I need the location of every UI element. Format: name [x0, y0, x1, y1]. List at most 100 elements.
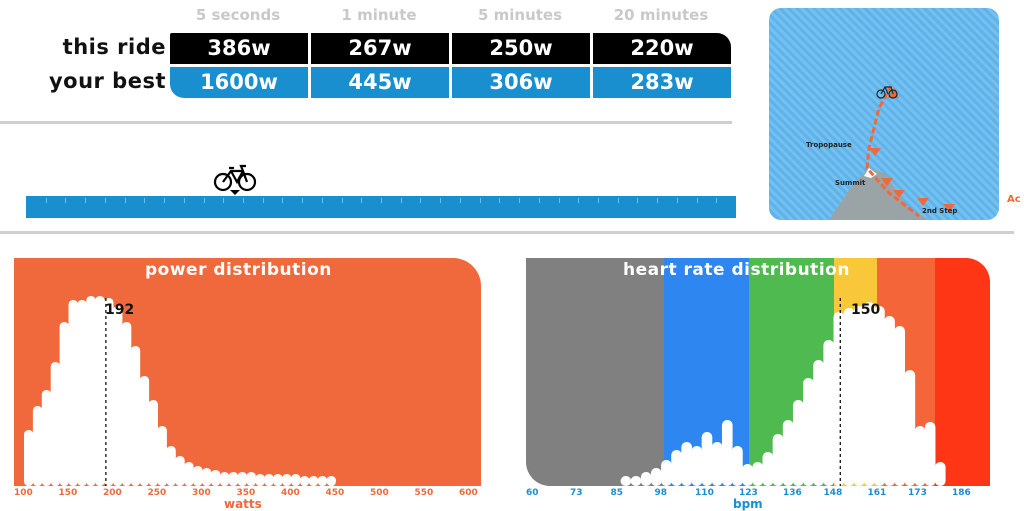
power-bar [291, 474, 301, 486]
hr-x-tick: 60 [526, 488, 539, 498]
power-bar [264, 474, 274, 486]
progress-tick [282, 198, 284, 203]
map-label-2nd-step: 2nd Step [922, 207, 958, 215]
power-bar [210, 470, 221, 486]
power-x-tick: 400 [281, 488, 300, 498]
hr-bar [894, 326, 906, 486]
heart-rate-distribution-title: heart rate distribution [623, 260, 850, 280]
power-bar [32, 406, 43, 486]
power-bar [157, 426, 167, 486]
map-label-summit: Summit [835, 179, 866, 187]
power-distribution-title: power distribution [145, 260, 332, 280]
progress-tick [183, 198, 185, 203]
hr-x-axis-label: bpm [733, 497, 763, 511]
this-ride-20m: 220w [593, 33, 731, 64]
hr-bar [884, 316, 895, 486]
hr-bar [762, 452, 774, 486]
your-best-1m: 445w [311, 67, 449, 98]
hr-bar [620, 476, 632, 486]
progress-tick [479, 198, 481, 203]
power-x-tick: 600 [459, 488, 478, 498]
power-bar [113, 306, 123, 486]
progress-tick [459, 198, 461, 203]
power-bar [282, 474, 292, 486]
progress-tick [519, 198, 521, 203]
hr-bar [924, 422, 936, 486]
hr-bar [742, 464, 753, 486]
progress-tick [262, 198, 264, 203]
progress-tick [558, 198, 560, 203]
hr-bar [914, 426, 926, 486]
this-ride-label: this ride [62, 35, 166, 59]
power-bar [121, 322, 132, 486]
duration-20m: 20 minutes [613, 6, 709, 24]
power-bar [246, 472, 256, 486]
power-marker-value: 192 [105, 302, 135, 318]
divider [0, 121, 732, 124]
progress-tick [65, 198, 67, 203]
hr-bar [732, 446, 743, 486]
progress-tick [45, 198, 47, 203]
power-x-tick: 500 [370, 488, 389, 498]
progress-tick [164, 198, 166, 203]
hr-bar [691, 446, 703, 486]
duration-1m: 1 minute [341, 6, 417, 24]
ride-progress-bar [26, 196, 736, 218]
power-bar [308, 476, 319, 486]
progress-tick [203, 198, 205, 203]
hr-bar [843, 308, 855, 486]
hr-x-tick: 186 [952, 488, 971, 498]
progress-tick [578, 198, 580, 203]
power-bar [166, 446, 176, 486]
your-best-label: your best [48, 69, 166, 93]
hr-x-tick: 161 [867, 488, 887, 498]
progress-tick [716, 198, 718, 203]
power-x-tick: 450 [325, 488, 345, 498]
power-bar [68, 300, 78, 486]
divider [0, 231, 1014, 234]
progress-tick [617, 198, 619, 203]
progress-tick [321, 198, 323, 203]
hr-bar [772, 434, 784, 486]
hr-bar [792, 400, 804, 486]
hr-x-tick: 110 [695, 488, 714, 498]
progress-tick [85, 198, 87, 203]
hr-bar [752, 462, 764, 486]
progress-tick [440, 198, 442, 203]
hr-bar [681, 442, 693, 486]
this-ride-5m: 250w [452, 33, 590, 64]
power-bar [24, 430, 34, 486]
hr-bar [904, 370, 916, 486]
power-bar [228, 472, 239, 486]
hr-bar [661, 460, 672, 486]
hr-marker-value: 150 [851, 302, 881, 318]
this-ride-1m: 267w [311, 33, 449, 64]
power-bar [130, 346, 141, 486]
hr-bar [863, 302, 875, 486]
power-x-axis-label: watts [224, 497, 262, 511]
power-x-tick: 350 [236, 488, 256, 498]
power-bar [326, 476, 336, 486]
power-x-tick: 300 [192, 488, 211, 498]
duration-5s: 5 seconds [195, 6, 281, 24]
progress-tick [420, 198, 422, 203]
bicycle-icon [213, 163, 257, 195]
progress-tick [242, 198, 244, 203]
hr-bar [640, 472, 652, 486]
progress-tick [302, 198, 304, 203]
power-x-tick: 150 [58, 488, 78, 498]
progress-tick [499, 198, 501, 203]
hr-x-tick: 85 [610, 488, 624, 498]
power-bar [255, 474, 265, 486]
map-label-tropopause: Tropopause [806, 141, 852, 149]
hr-x-tick: 123 [739, 488, 758, 498]
progress-tick [144, 198, 146, 203]
power-bar [193, 466, 203, 486]
progress-tick [657, 198, 659, 203]
hr-x-tick: 98 [654, 488, 667, 498]
power-bar [299, 476, 310, 486]
hr-bar [853, 306, 865, 486]
progress-tick [538, 198, 540, 203]
power-bar [202, 468, 212, 486]
